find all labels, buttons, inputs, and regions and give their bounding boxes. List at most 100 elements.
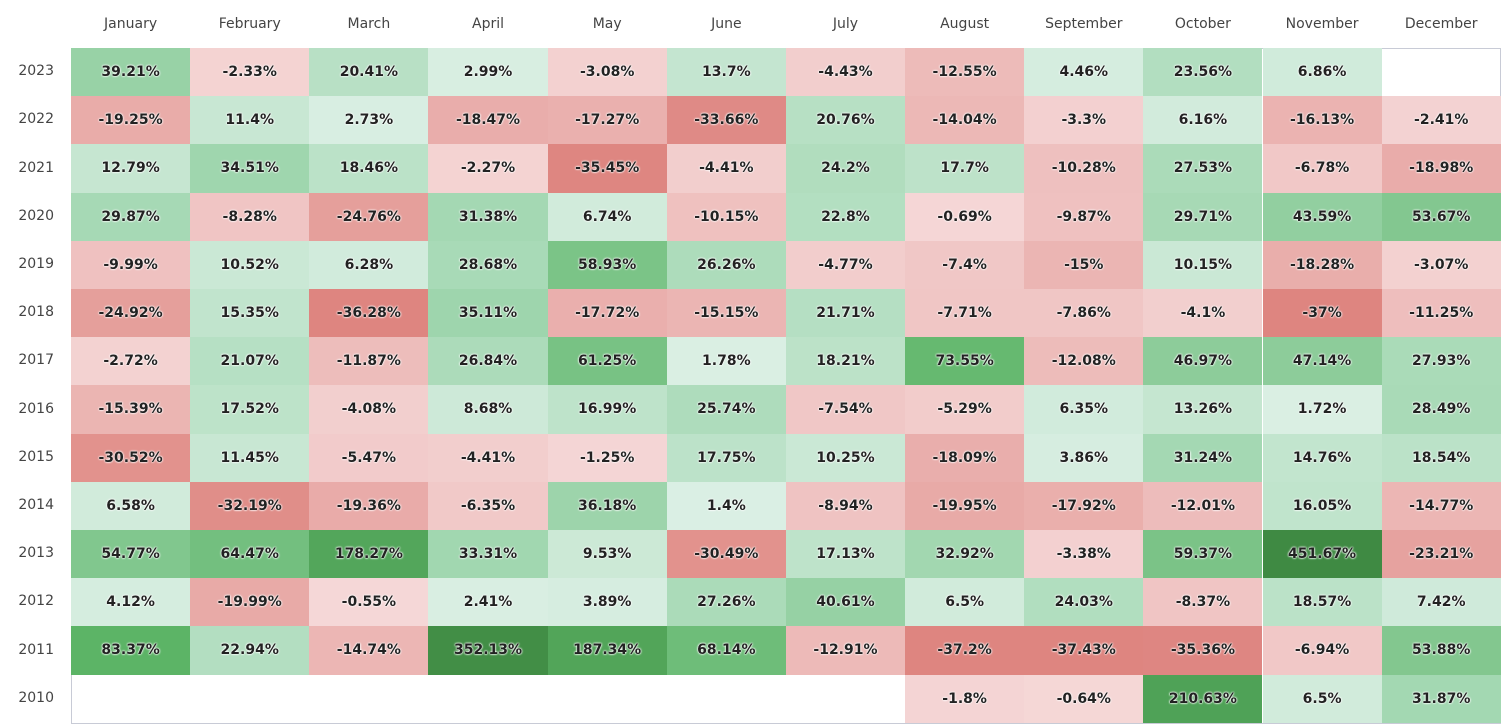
heatmap-cell: 58.93% [547,240,667,289]
heatmap-cell: -0.55% [309,578,429,627]
heatmap-cell: 46.97% [1143,337,1263,386]
heatmap-cell: -11.25% [1381,289,1501,338]
heatmap-cell: -37.43% [1024,626,1144,675]
heatmap-cell: -2.33% [190,48,310,97]
heatmap-cell: 4.46% [1024,48,1144,97]
heatmap-cell: -4.1% [1143,289,1263,338]
heatmap-cell: -1.25% [547,433,667,482]
heatmap-cell: -4.08% [309,385,429,434]
heatmap-cell: 24.03% [1024,578,1144,627]
heatmap-cell: 6.86% [1262,48,1382,97]
heatmap-cell: -18.28% [1262,240,1382,289]
heatmap-cell: -7.86% [1024,289,1144,338]
heatmap-cell: 18.54% [1381,433,1501,482]
heatmap-cell: -12.91% [785,626,906,675]
month-label: May [592,16,622,32]
heatmap-cell: -14.74% [309,626,429,675]
heatmap-cell: -8.28% [190,192,310,241]
heatmap-cell: -6.94% [1262,626,1382,675]
month-label: December [1404,16,1478,32]
heatmap-cell: -24.92% [71,289,191,338]
heatmap-cell: 31.38% [428,192,548,241]
heatmap-cell: 32.92% [905,530,1025,579]
heatmap-cell: 29.87% [71,192,191,241]
heatmap-cell: -30.52% [71,433,191,482]
heatmap-cell: 2.73% [309,96,429,145]
heatmap-cell: -8.94% [785,481,906,530]
heatmap-cell: -10.15% [666,192,786,241]
heatmap-cell: 16.99% [547,385,667,434]
heatmap-cell: 13.26% [1143,385,1263,434]
heatmap-cell: -5.29% [905,385,1025,434]
heatmap-cell: 11.45% [190,433,310,482]
heatmap-cell: 11.4% [190,96,310,145]
heatmap-cell: -15.39% [71,385,191,434]
heatmap-cell: -3.07% [1381,240,1501,289]
heatmap-cell: 6.74% [547,192,667,241]
heatmap-cell: -32.19% [190,481,310,530]
heatmap-cell: -14.77% [1381,481,1501,530]
heatmap-cell: 12.79% [71,144,191,193]
heatmap-cell: -9.99% [71,240,191,289]
heatmap-cell: 10.25% [785,433,906,482]
heatmap-cell: 4.12% [71,578,191,627]
heatmap-cell: -8.37% [1143,578,1263,627]
heatmap-cell: 29.71% [1143,192,1263,241]
heatmap-cell: -24.76% [309,192,429,241]
heatmap-cell: 83.37% [71,626,191,675]
heatmap-cell: 14.76% [1262,433,1382,482]
heatmap-cell: -19.95% [905,481,1025,530]
heatmap-cell: 22.8% [785,192,906,241]
heatmap-cell: -23.21% [1381,530,1501,579]
heatmap-cell: 36.18% [547,481,667,530]
heatmap-cell: 20.76% [785,96,906,145]
month-label: April [472,16,504,32]
heatmap-cell: -37.2% [905,626,1025,675]
heatmap-cell: 24.2% [785,144,906,193]
heatmap-cell: -7.54% [785,385,906,434]
heatmap-cell: 28.68% [428,240,548,289]
heatmap-cell: -19.99% [190,578,310,627]
year-label: 2015 [18,448,54,465]
heatmap-cell: 9.53% [547,530,667,579]
heatmap-cell: -0.64% [1024,674,1144,723]
year-label: 2018 [18,304,54,321]
heatmap-cell: 451.67% [1262,530,1382,579]
heatmap-cell: -4.77% [785,240,906,289]
heatmap-cell: 13.7% [666,48,786,97]
heatmap-cell: 1.78% [666,337,786,386]
heatmap-cell: 43.59% [1262,192,1382,241]
heatmap-cell: 1.4% [666,481,786,530]
heatmap-cell: -18.98% [1381,144,1501,193]
month-label: March [347,16,391,32]
year-label: 2011 [18,641,54,658]
heatmap-cell: 17.52% [190,385,310,434]
heatmap-cell: 2.41% [428,578,548,627]
heatmap-cell: 6.35% [1024,385,1144,434]
heatmap-cell: 6.28% [309,240,429,289]
heatmap-cell: 54.77% [71,530,191,579]
heatmap-cell: 16.05% [1262,481,1382,530]
heatmap-cell: -17.27% [547,96,667,145]
year-label: 2021 [18,159,54,176]
heatmap-cell: -2.72% [71,337,191,386]
heatmap-cell: 31.24% [1143,433,1263,482]
heatmap-cell: 27.26% [666,578,786,627]
heatmap-cell: 210.63% [1143,674,1263,723]
heatmap-cell: -35.36% [1143,626,1263,675]
heatmap-cell: 17.7% [905,144,1025,193]
heatmap-cell: 27.53% [1143,144,1263,193]
heatmap-cell: 6.5% [1262,674,1382,723]
month-label: January [104,16,158,32]
heatmap-cell: 39.21% [71,48,191,97]
heatmap-cell: 40.61% [785,578,906,627]
heatmap-cell: -15% [1024,240,1144,289]
heatmap-cell: -3.3% [1024,96,1144,145]
heatmap-cell: 18.21% [785,337,906,386]
heatmap-cell: -14.04% [905,96,1025,145]
heatmap-cell: 73.55% [905,337,1025,386]
heatmap-cell: 1.72% [1262,385,1382,434]
year-label: 2023 [18,63,54,80]
heatmap-cell: 3.86% [1024,433,1144,482]
